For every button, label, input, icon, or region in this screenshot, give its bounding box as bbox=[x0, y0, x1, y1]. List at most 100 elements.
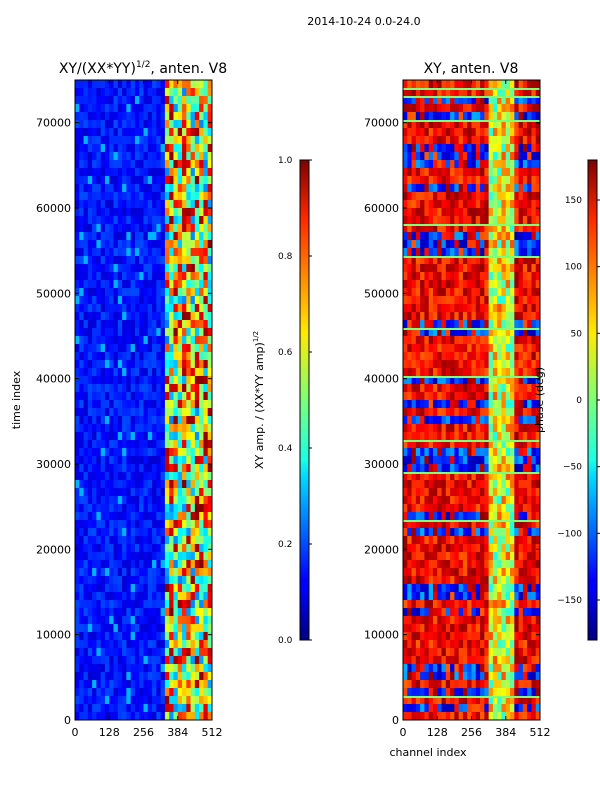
heatmap-cell bbox=[518, 600, 524, 609]
heatmap-cell bbox=[407, 344, 413, 353]
heatmap-cell bbox=[527, 320, 532, 329]
heatmap-cell bbox=[152, 312, 157, 321]
heatmap-cell bbox=[190, 480, 196, 489]
heatmap-cell bbox=[117, 152, 123, 161]
heatmap-cell bbox=[207, 464, 212, 473]
heatmap-cell bbox=[147, 392, 153, 401]
heatmap-cell bbox=[411, 96, 417, 105]
heatmap-cell bbox=[182, 560, 187, 569]
heatmap-cell bbox=[109, 192, 115, 201]
heatmap-cell bbox=[420, 392, 425, 401]
heatmap-cell bbox=[467, 272, 472, 281]
heatmap-cell bbox=[505, 512, 511, 521]
heatmap-cell bbox=[458, 448, 464, 457]
heatmap-cell bbox=[79, 464, 85, 473]
heatmap-cell bbox=[475, 120, 481, 129]
heatmap-cell bbox=[182, 528, 187, 537]
heatmap-cell bbox=[462, 440, 468, 449]
heatmap-cell bbox=[122, 120, 127, 129]
heatmap-cell bbox=[75, 328, 80, 337]
heatmap-cell bbox=[445, 584, 451, 593]
heatmap-cell bbox=[471, 224, 477, 233]
heatmap-cell bbox=[518, 392, 524, 401]
heatmap-cell bbox=[497, 376, 502, 385]
heatmap-cell bbox=[428, 280, 434, 289]
heatmap-cell bbox=[428, 344, 434, 353]
heatmap-cell bbox=[420, 296, 425, 305]
heatmap-cell bbox=[467, 456, 472, 465]
heatmap-cell bbox=[510, 432, 515, 441]
heatmap-cell bbox=[497, 648, 502, 657]
heatmap-cell bbox=[130, 296, 136, 305]
heatmap-cell bbox=[207, 400, 212, 409]
heatmap-cell bbox=[83, 192, 89, 201]
heatmap-cell bbox=[100, 664, 106, 673]
heatmap-cell bbox=[450, 232, 455, 241]
heatmap-cell bbox=[531, 480, 537, 489]
heatmap-cell bbox=[100, 712, 106, 720]
heatmap-cell bbox=[458, 384, 464, 393]
heatmap-cell bbox=[531, 608, 537, 617]
heatmap-cell bbox=[484, 656, 490, 665]
heatmap-cell bbox=[403, 552, 408, 561]
heatmap-cell bbox=[75, 208, 80, 217]
heatmap-cell bbox=[497, 536, 502, 545]
heatmap-cell bbox=[488, 184, 494, 193]
heatmap-cell bbox=[207, 544, 212, 553]
heatmap-cell bbox=[428, 336, 434, 345]
heatmap-cell bbox=[428, 248, 434, 257]
heatmap-cell bbox=[139, 120, 144, 129]
heatmap-cell bbox=[203, 208, 209, 217]
heatmap-cell bbox=[411, 488, 417, 497]
heatmap-cell bbox=[531, 240, 537, 249]
heatmap-cell bbox=[104, 408, 110, 417]
heatmap-cell bbox=[471, 328, 477, 337]
heatmap-cell bbox=[407, 112, 413, 121]
heatmap-cell bbox=[475, 560, 481, 569]
heatmap-cell bbox=[432, 592, 438, 601]
heatmap-cell bbox=[437, 368, 443, 377]
heatmap-cell bbox=[130, 360, 136, 369]
heatmap-cell bbox=[194, 168, 200, 177]
heatmap-cell bbox=[87, 360, 93, 369]
heatmap-cell bbox=[432, 360, 438, 369]
heatmap-cell bbox=[428, 520, 434, 529]
heatmap-cell bbox=[177, 160, 183, 169]
heatmap-cell bbox=[92, 664, 97, 673]
heatmap-cell bbox=[134, 128, 140, 137]
heatmap-cell bbox=[122, 640, 127, 649]
heatmap-cell bbox=[424, 312, 430, 321]
heatmap-cell bbox=[100, 624, 106, 633]
heatmap-cell bbox=[79, 552, 85, 561]
heatmap-cell bbox=[109, 368, 115, 377]
heatmap-cell bbox=[173, 160, 179, 169]
heatmap-cell bbox=[83, 352, 89, 361]
heatmap-cell bbox=[462, 80, 468, 89]
heatmap-cell bbox=[407, 376, 413, 385]
heatmap-cell bbox=[527, 448, 532, 457]
heatmap-cell bbox=[134, 304, 140, 313]
heatmap-cell bbox=[467, 296, 472, 305]
heatmap-cell bbox=[117, 168, 123, 177]
heatmap-cell bbox=[510, 288, 515, 297]
heatmap-cell bbox=[139, 288, 144, 297]
heatmap-cell bbox=[194, 608, 200, 617]
heatmap-cell bbox=[403, 368, 408, 377]
heatmap-cell bbox=[182, 616, 187, 625]
heatmap-cell bbox=[441, 592, 447, 601]
heatmap-cell bbox=[109, 552, 115, 561]
heatmap-cell bbox=[207, 336, 212, 345]
heatmap-cell bbox=[518, 640, 524, 649]
heatmap-cell bbox=[475, 472, 481, 481]
heatmap-cell bbox=[164, 712, 170, 720]
heatmap-cell bbox=[432, 192, 438, 201]
heatmap-cell bbox=[143, 352, 149, 361]
heatmap-cell bbox=[505, 216, 511, 225]
heatmap-cell bbox=[454, 552, 460, 561]
heatmap-cell bbox=[203, 648, 209, 657]
heatmap-cell bbox=[113, 168, 119, 177]
heatmap-cell bbox=[514, 656, 520, 665]
heatmap-cell bbox=[130, 648, 136, 657]
heatmap-cell bbox=[471, 264, 477, 273]
heatmap-cell bbox=[535, 176, 540, 185]
